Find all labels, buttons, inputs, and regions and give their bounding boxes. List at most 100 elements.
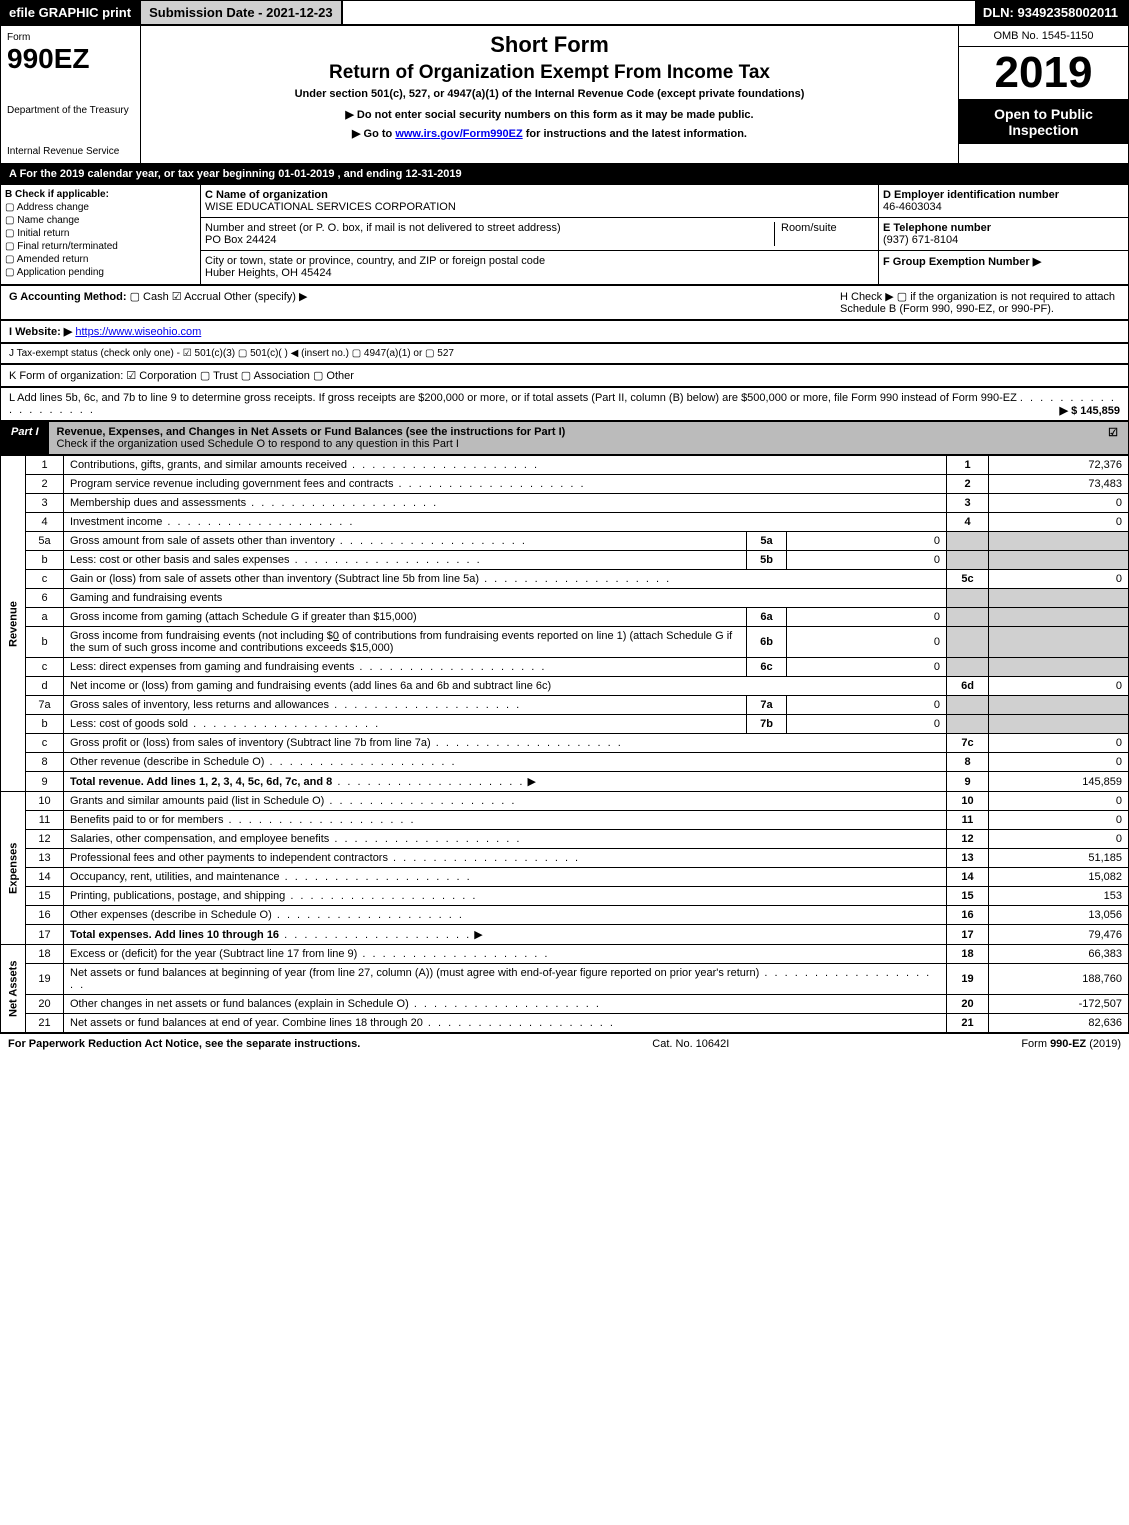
chk-final-return[interactable]: Final return/terminated	[5, 241, 196, 252]
c-city-value: Huber Heights, OH 45424	[205, 267, 332, 279]
chk-initial-return[interactable]: Initial return	[5, 228, 196, 239]
footer-catno: Cat. No. 10642I	[652, 1038, 729, 1050]
go-to-line: ▶ Go to www.irs.gov/Form990EZ for instru…	[147, 127, 952, 140]
chk-application-pending[interactable]: Application pending	[5, 267, 196, 278]
part1-table: Revenue 1 Contributions, gifts, grants, …	[0, 455, 1129, 1033]
header-mid: Short Form Return of Organization Exempt…	[141, 26, 958, 163]
part1-title-text: Revenue, Expenses, and Changes in Net As…	[57, 426, 566, 438]
line-11: 11 Benefits paid to or for members 11 0	[1, 811, 1129, 830]
open-to-public: Open to Public Inspection	[959, 100, 1128, 144]
row-k-formorg[interactable]: K Form of organization: ☑ Corporation ▢ …	[0, 364, 1129, 387]
top-bar: efile GRAPHIC print Submission Date - 20…	[0, 0, 1129, 25]
revenue-side-label: Revenue	[1, 456, 26, 792]
line-21: 21 Net assets or fund balances at end of…	[1, 1014, 1129, 1033]
e-phone-label: E Telephone number	[883, 222, 991, 234]
part1-header: Part I Revenue, Expenses, and Changes in…	[0, 421, 1129, 455]
part1-title: Revenue, Expenses, and Changes in Net As…	[49, 422, 1098, 454]
row-l-grossreceipts: L Add lines 5b, 6c, and 7b to line 9 to …	[0, 387, 1129, 421]
form-number: 990EZ	[7, 43, 134, 75]
i-label: I Website: ▶	[9, 326, 72, 338]
l-amount: ▶ $ 145,859	[1060, 404, 1120, 417]
c-city-label: City or town, state or province, country…	[205, 255, 545, 267]
part1-sub: Check if the organization used Schedule …	[57, 438, 459, 450]
line-14: 14 Occupancy, rent, utilities, and maint…	[1, 868, 1129, 887]
goto-link[interactable]: www.irs.gov/Form990EZ	[395, 128, 522, 140]
row-a-taxyear: A For the 2019 calendar year, or tax yea…	[0, 164, 1129, 184]
line-17: 17 Total expenses. Add lines 10 through …	[1, 925, 1129, 945]
f-group-label: F Group Exemption Number ▶	[883, 256, 1041, 268]
room-suite-label: Room/suite	[774, 222, 874, 246]
l-text: L Add lines 5b, 6c, and 7b to line 9 to …	[9, 392, 1017, 404]
line-6a: a Gross income from gaming (attach Sched…	[1, 608, 1129, 627]
line-7b: b Less: cost of goods sold 7b 0	[1, 715, 1129, 734]
c-name-value: WISE EDUCATIONAL SERVICES CORPORATION	[205, 201, 456, 213]
line-6c: c Less: direct expenses from gaming and …	[1, 658, 1129, 677]
row-j-taxexempt[interactable]: J Tax-exempt status (check only one) - ☑…	[0, 343, 1129, 364]
line-7a: 7a Gross sales of inventory, less return…	[1, 696, 1129, 715]
goto-pre: ▶ Go to	[352, 128, 395, 140]
line-15: 15 Printing, publications, postage, and …	[1, 887, 1129, 906]
line-4: 4 Investment income 4 0	[1, 513, 1129, 532]
line-1: Revenue 1 Contributions, gifts, grants, …	[1, 456, 1129, 475]
line-3: 3 Membership dues and assessments 3 0	[1, 494, 1129, 513]
c-street-value: PO Box 24424	[205, 234, 277, 246]
goto-post: for instructions and the latest informat…	[523, 128, 747, 140]
identification-box: B Check if applicable: Address change Na…	[0, 184, 1129, 285]
g-accounting-label: G Accounting Method:	[9, 291, 127, 303]
box-def: D Employer identification number 46-4603…	[878, 185, 1128, 284]
d-ein-label: D Employer identification number	[883, 189, 1059, 201]
i-website-link[interactable]: https://www.wiseohio.com	[75, 326, 201, 338]
line-16: 16 Other expenses (describe in Schedule …	[1, 906, 1129, 925]
box-c: C Name of organization WISE EDUCATIONAL …	[201, 185, 878, 284]
form-word: Form	[7, 32, 134, 43]
efile-print-label[interactable]: efile GRAPHIC print	[1, 1, 141, 24]
footer-left: For Paperwork Reduction Act Notice, see …	[8, 1038, 360, 1050]
g-accounting-options[interactable]: ▢ Cash ☑ Accrual Other (specify) ▶	[130, 291, 308, 303]
line-18: Net Assets 18 Excess or (deficit) for th…	[1, 945, 1129, 964]
d-ein-value: 46-4603034	[883, 201, 942, 213]
c-street-label: Number and street (or P. O. box, if mail…	[205, 222, 561, 234]
chk-address-change[interactable]: Address change	[5, 202, 196, 213]
irs-label: Internal Revenue Service	[7, 146, 134, 157]
line-9: 9 Total revenue. Add lines 1, 2, 3, 4, 5…	[1, 772, 1129, 792]
line-7c: c Gross profit or (loss) from sales of i…	[1, 734, 1129, 753]
chk-name-change[interactable]: Name change	[5, 215, 196, 226]
line-19: 19 Net assets or fund balances at beginn…	[1, 964, 1129, 995]
line-10: Expenses 10 Grants and similar amounts p…	[1, 792, 1129, 811]
header-left: Form 990EZ Department of the Treasury In…	[1, 26, 141, 163]
return-title: Return of Organization Exempt From Incom…	[147, 62, 952, 84]
box-b: B Check if applicable: Address change Na…	[1, 185, 201, 284]
netassets-side-label: Net Assets	[1, 945, 26, 1033]
omb-number: OMB No. 1545-1150	[959, 26, 1128, 47]
expenses-side-label: Expenses	[1, 792, 26, 945]
row-i-website: I Website: ▶ https://www.wiseohio.com	[0, 320, 1129, 343]
chk-amended-return[interactable]: Amended return	[5, 254, 196, 265]
line-6b: b Gross income from fundraising events (…	[1, 627, 1129, 658]
tax-year: 2019	[959, 47, 1128, 100]
c-name-label: C Name of organization	[205, 189, 328, 201]
line-5a: 5a Gross amount from sale of assets othe…	[1, 532, 1129, 551]
e-phone-value: (937) 671-8104	[883, 234, 958, 246]
do-not-enter: ▶ Do not enter social security numbers o…	[147, 108, 952, 121]
box-b-title: B Check if applicable:	[5, 189, 196, 200]
form-990ez: efile GRAPHIC print Submission Date - 20…	[0, 0, 1129, 1054]
footer: For Paperwork Reduction Act Notice, see …	[0, 1033, 1129, 1054]
dln: DLN: 93492358002011	[975, 1, 1128, 24]
row-gh: G Accounting Method: ▢ Cash ☑ Accrual Ot…	[0, 285, 1129, 320]
h-check[interactable]: H Check ▶ ▢ if the organization is not r…	[840, 290, 1120, 315]
line-20: 20 Other changes in net assets or fund b…	[1, 995, 1129, 1014]
line-5b: b Less: cost or other basis and sales ex…	[1, 551, 1129, 570]
part1-check[interactable]: ☑	[1098, 422, 1128, 454]
line-6: 6 Gaming and fundraising events	[1, 589, 1129, 608]
short-form-title: Short Form	[147, 32, 952, 58]
line-6d: d Net income or (loss) from gaming and f…	[1, 677, 1129, 696]
line-2: 2 Program service revenue including gove…	[1, 475, 1129, 494]
line-12: 12 Salaries, other compensation, and emp…	[1, 830, 1129, 849]
header-right: OMB No. 1545-1150 2019 Open to Public In…	[958, 26, 1128, 163]
footer-formref: Form 990-EZ (2019)	[1021, 1038, 1121, 1050]
line-5c: c Gain or (loss) from sale of assets oth…	[1, 570, 1129, 589]
part1-tab: Part I	[1, 422, 49, 454]
submission-date: Submission Date - 2021-12-23	[141, 1, 343, 24]
treasury-label: Department of the Treasury	[7, 105, 134, 116]
header: Form 990EZ Department of the Treasury In…	[0, 25, 1129, 164]
